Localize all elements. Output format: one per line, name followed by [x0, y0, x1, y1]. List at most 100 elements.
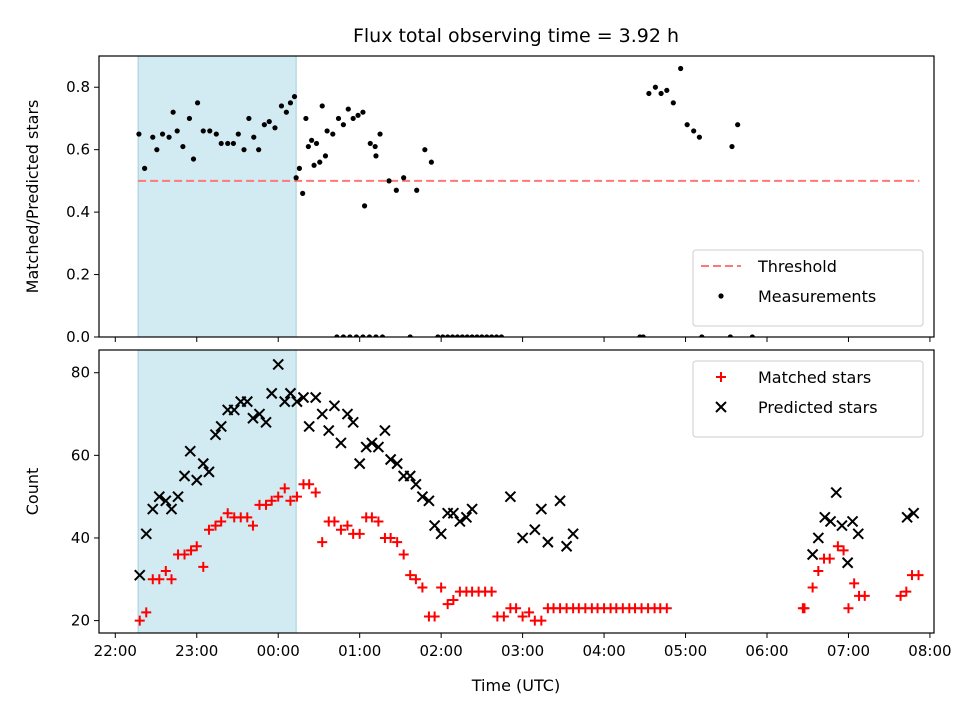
data-point — [215, 420, 227, 433]
data-point — [678, 65, 684, 72]
series-matched-stars — [134, 479, 924, 626]
data-point — [134, 569, 146, 581]
data-point — [170, 109, 176, 115]
y-tick-label: 0.6 — [66, 141, 90, 159]
data-point — [913, 570, 924, 581]
legend-label: Predicted stars — [758, 398, 878, 417]
data-point — [142, 165, 148, 171]
data-point — [838, 545, 849, 556]
data-point — [812, 532, 825, 544]
data-point — [464, 334, 470, 337]
data-point — [664, 87, 670, 93]
data-point — [154, 574, 165, 585]
data-point — [166, 134, 172, 140]
data-point — [322, 153, 329, 159]
data-point — [216, 516, 227, 527]
data-point — [328, 400, 341, 412]
y-tick-label: 40 — [71, 529, 90, 547]
data-point — [504, 490, 517, 503]
data-point — [454, 334, 461, 337]
data-point — [416, 490, 429, 503]
data-point — [841, 557, 854, 569]
data-point — [372, 143, 378, 150]
data-point — [901, 586, 912, 597]
data-point — [830, 486, 842, 499]
data-point — [213, 131, 219, 137]
ratio-panel: 0.0 0.2 0.4 0.6 0.8 Matched/Predicted stars Th… — [23, 55, 935, 346]
data-point — [442, 599, 453, 610]
data-point — [658, 90, 664, 97]
data-point — [691, 128, 697, 134]
data-point — [392, 537, 403, 548]
data-point — [493, 334, 500, 337]
data-point — [407, 334, 413, 337]
legend-box — [692, 249, 924, 327]
data-point — [335, 524, 346, 535]
data-point — [385, 532, 396, 543]
data-point — [354, 528, 365, 539]
data-point — [366, 437, 378, 449]
data-point — [366, 512, 377, 523]
legend: Threshold Measurements — [692, 249, 924, 327]
data-point — [266, 118, 272, 125]
data-point — [266, 495, 277, 506]
data-point — [172, 490, 184, 503]
data-point — [160, 566, 171, 577]
x-axis-label: Time (UTC) — [471, 676, 560, 695]
data-point — [225, 140, 231, 147]
data-point — [466, 503, 478, 515]
x-tick-label: 00:00 — [257, 642, 300, 660]
chart-title: Flux total observing time = 3.92 h — [353, 25, 679, 47]
data-point — [379, 424, 391, 437]
data-point — [186, 115, 193, 122]
data-point — [367, 140, 373, 147]
data-point — [284, 387, 297, 400]
data-point — [198, 561, 209, 572]
data-point — [340, 334, 346, 337]
data-point — [511, 603, 522, 614]
data-point — [819, 511, 831, 524]
data-point — [160, 495, 172, 507]
y-tick-label: 0.0 — [66, 328, 90, 346]
data-point — [207, 128, 213, 134]
data-point — [311, 162, 317, 168]
data-point — [379, 334, 386, 337]
plot-area — [134, 358, 924, 626]
data-point — [335, 437, 347, 449]
data-point — [153, 490, 165, 503]
data-point — [355, 112, 361, 118]
data-point — [398, 549, 409, 560]
data-point — [134, 615, 145, 626]
legend-label: Threshold — [757, 257, 837, 276]
y-axis-label: Count — [23, 468, 42, 516]
data-point — [303, 420, 315, 433]
data-point — [342, 520, 353, 531]
data-point — [404, 470, 416, 482]
data-point — [179, 549, 190, 560]
data-point — [405, 570, 416, 581]
data-point — [350, 115, 356, 122]
data-point — [140, 528, 152, 540]
data-point — [799, 603, 810, 614]
data-point — [241, 395, 253, 408]
data-point — [340, 122, 346, 128]
data-point — [272, 358, 284, 371]
data-point — [200, 128, 206, 134]
data-point — [218, 140, 224, 147]
data-point — [449, 334, 456, 337]
data-point — [305, 143, 311, 150]
data-point — [542, 536, 554, 548]
data-point — [272, 125, 278, 131]
x-tick-label: 23:00 — [175, 642, 218, 660]
data-point — [516, 532, 529, 544]
data-point — [247, 412, 259, 424]
data-point — [313, 140, 320, 147]
data-point — [235, 131, 241, 137]
data-point — [334, 334, 340, 337]
data-point — [391, 457, 403, 470]
data-point — [554, 495, 566, 507]
series-predicted-stars — [134, 358, 920, 581]
data-point — [297, 391, 310, 404]
data-point — [729, 143, 735, 150]
data-point — [203, 466, 215, 478]
